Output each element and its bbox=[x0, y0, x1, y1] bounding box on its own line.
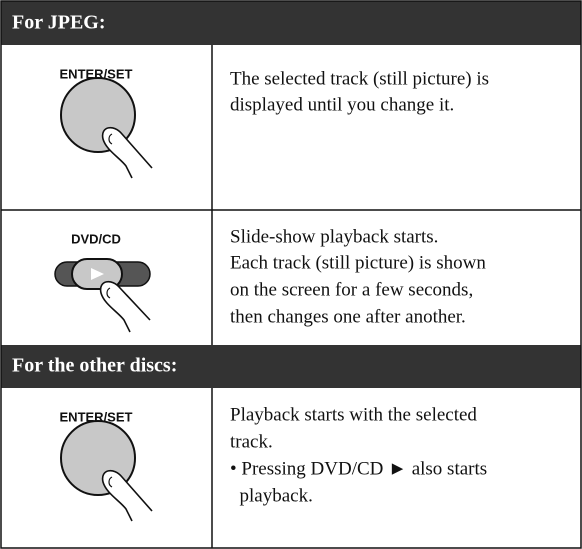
description-line: then changes one after another. bbox=[230, 306, 466, 327]
description-line: Slide-show playback starts. bbox=[230, 226, 438, 247]
section-title: For JPEG: bbox=[12, 12, 106, 34]
description-line: Each track (still picture) is shown bbox=[230, 252, 486, 273]
button-illustration bbox=[54, 258, 151, 333]
button-label: ENTER/SET bbox=[60, 66, 133, 81]
section-header bbox=[1, 1, 581, 45]
button-illustration bbox=[60, 420, 153, 522]
section-title: For the other discs: bbox=[12, 355, 177, 377]
description-line: playback. bbox=[230, 485, 313, 506]
button-label: ENTER/SET bbox=[60, 409, 133, 424]
description-line: on the screen for a few seconds, bbox=[230, 279, 473, 300]
section-header bbox=[1, 345, 581, 388]
description-line: • Pressing DVD/CD ► also starts bbox=[230, 458, 487, 479]
description-line: Playback starts with the selected bbox=[230, 404, 477, 425]
description-line: displayed until you change it. bbox=[230, 94, 454, 115]
button-illustration bbox=[60, 77, 153, 179]
description-line: track. bbox=[230, 431, 273, 452]
button-label: DVD/CD bbox=[71, 231, 121, 246]
description-line: The selected track (still picture) is bbox=[230, 68, 489, 89]
